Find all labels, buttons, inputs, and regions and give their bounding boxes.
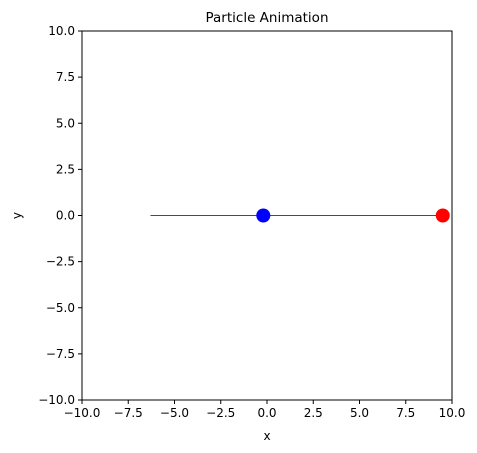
x-tick-label: 7.5 — [396, 406, 415, 420]
blue-particle-point — [256, 208, 271, 223]
x-tick-label: −10.0 — [64, 406, 101, 420]
x-tick-label: −7.5 — [114, 406, 143, 420]
x-tick-label: −5.0 — [160, 406, 189, 420]
x-tick-label: 5.0 — [350, 406, 369, 420]
points-layer — [256, 208, 450, 223]
y-tick-label: −2.5 — [46, 255, 75, 269]
y-tick-label: 10.0 — [48, 24, 75, 38]
x-axis-ticks: −10.0 −7.5 −5.0 −2.5 0.0 2.5 5.0 7.5 10.0 — [64, 400, 466, 420]
y-tick-label: −5.0 — [46, 301, 75, 315]
x-axis-label: x — [263, 429, 270, 443]
red-particle-point — [435, 208, 450, 223]
y-tick-label: 2.5 — [56, 162, 75, 176]
y-tick-label: −7.5 — [46, 347, 75, 361]
y-tick-label: 0.0 — [56, 209, 75, 223]
y-tick-label: 5.0 — [56, 116, 75, 130]
x-tick-label: 0.0 — [257, 406, 276, 420]
chart-title: Particle Animation — [206, 10, 329, 26]
y-tick-label: 7.5 — [56, 70, 75, 84]
x-tick-label: 10.0 — [439, 406, 466, 420]
x-tick-label: 2.5 — [304, 406, 323, 420]
y-axis-ticks: −10.0 −7.5 −5.0 −2.5 0.0 2.5 5.0 7.5 10.0 — [38, 24, 82, 407]
y-axis-label: y — [10, 212, 24, 219]
y-tick-label: −10.0 — [38, 393, 75, 407]
x-tick-label: −2.5 — [206, 406, 235, 420]
